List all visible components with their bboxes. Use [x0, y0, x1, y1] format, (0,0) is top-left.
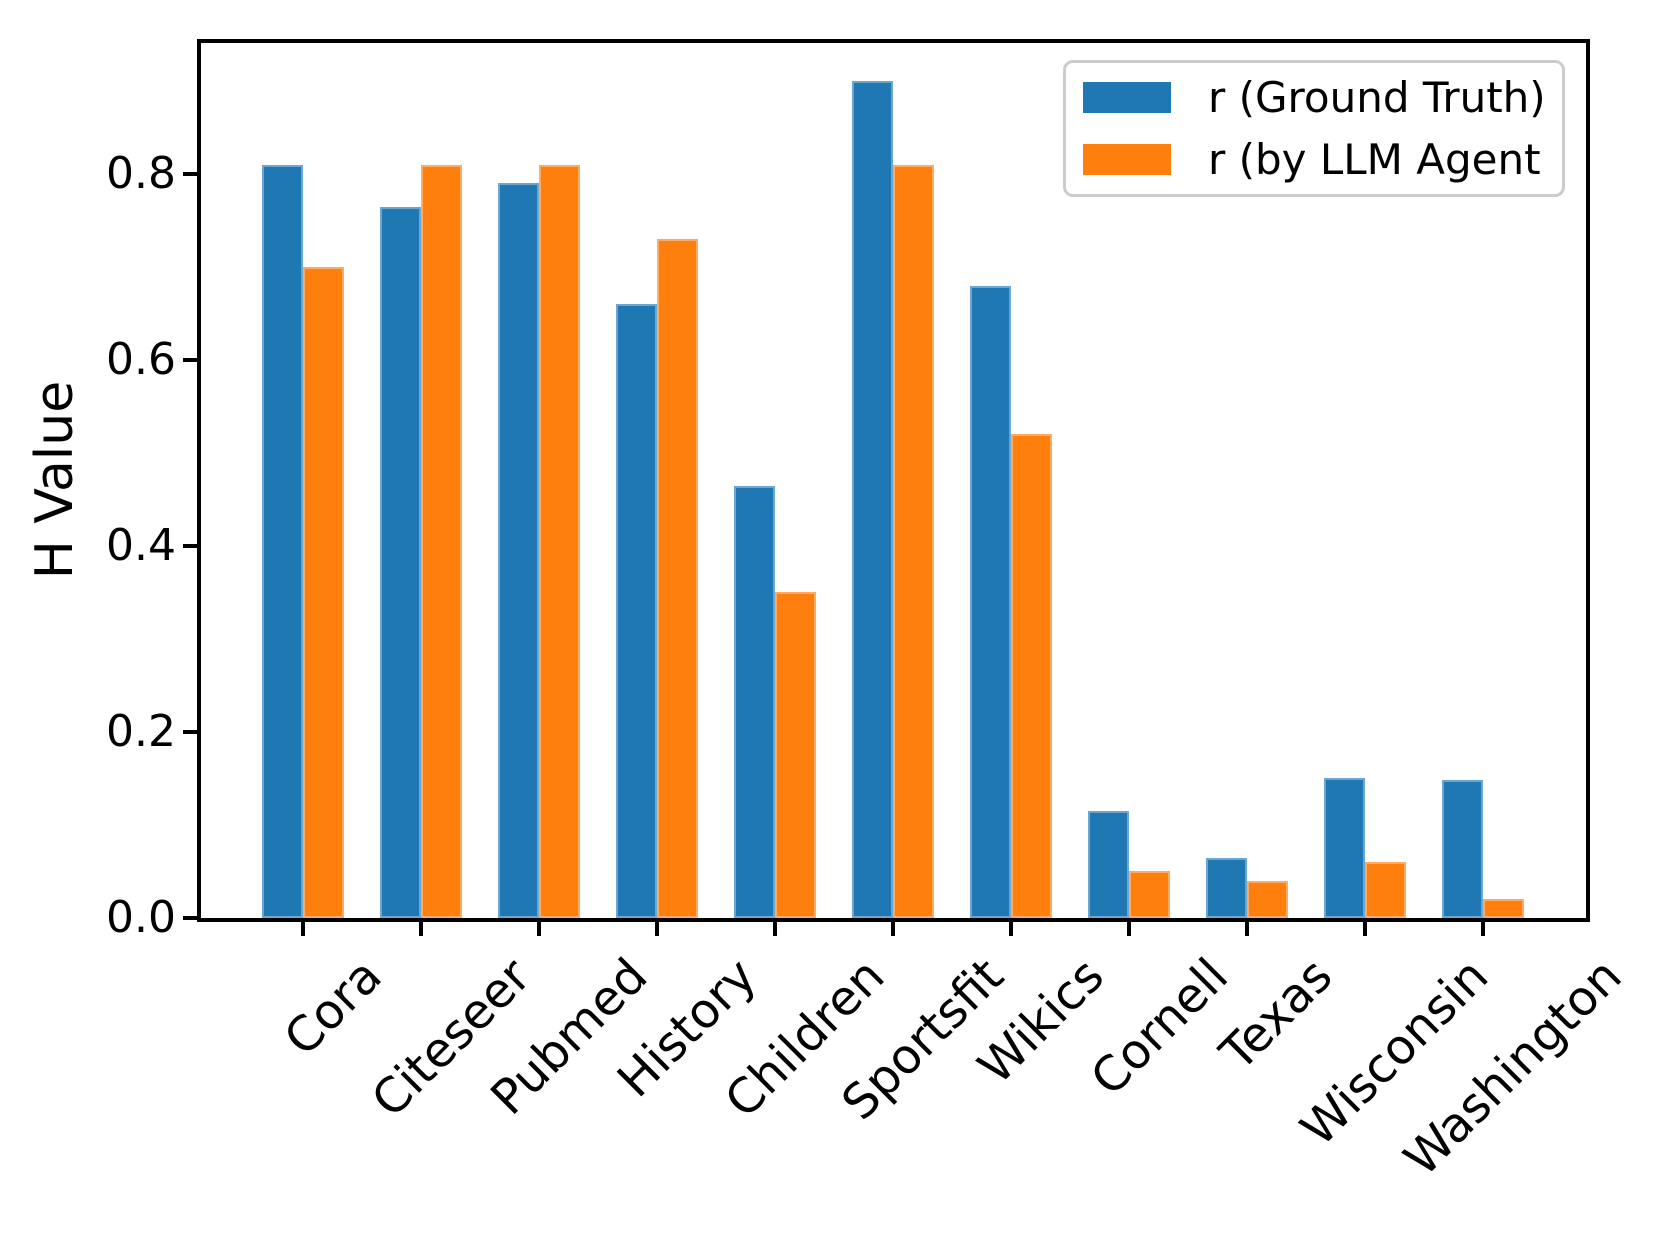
bar-by-llm-agent-texas: [1247, 881, 1288, 918]
bar-ground-truth-wikics: [970, 286, 1011, 918]
bar-ground-truth-citeseer: [380, 207, 421, 918]
y-tick-mark: [183, 357, 197, 362]
bar-by-llm-agent-cornell: [1129, 871, 1170, 918]
y-tick-mark: [183, 916, 197, 920]
y-tick-label: 0.4: [106, 519, 176, 571]
y-tick-mark: [183, 171, 197, 176]
bar-ground-truth-history: [616, 304, 657, 918]
y-tick-label: 0.6: [106, 333, 176, 385]
y-tick-label: 0.2: [106, 705, 176, 757]
bar-ground-truth-cora: [262, 165, 303, 918]
bar-by-llm-agent-wisconsin: [1365, 862, 1406, 918]
x-tick-mark: [1245, 922, 1249, 936]
legend-label-llm-agent: r (by LLM Agent: [1208, 134, 1541, 184]
x-tick-mark: [419, 922, 423, 936]
bar-by-llm-agent-history: [657, 239, 698, 918]
x-tick-mark: [301, 922, 305, 936]
bar-ground-truth-sportsfit: [852, 81, 893, 918]
y-axis-title: H Value: [25, 380, 85, 580]
x-tick-mark: [891, 922, 895, 936]
x-tick-mark: [537, 922, 541, 936]
y-tick-mark: [183, 729, 197, 734]
bar-ground-truth-children: [734, 486, 775, 918]
x-tick-label-texas: Texas: [1210, 947, 1344, 1082]
bar-ground-truth-wisconsin: [1324, 778, 1365, 918]
y-tick-label: 0.8: [106, 147, 176, 199]
legend: r (Ground Truth) r (by LLM Agent: [1063, 60, 1565, 197]
bar-by-llm-agent-cora: [303, 267, 344, 918]
x-tick-mark: [1009, 922, 1013, 936]
bar-ground-truth-pubmed: [498, 183, 539, 918]
x-tick-mark: [1127, 922, 1131, 936]
bar-by-llm-agent-pubmed: [539, 165, 580, 918]
legend-item-llm-agent: r (by LLM Agent: [1083, 134, 1544, 186]
legend-item-ground-truth: r (Ground Truth): [1083, 72, 1546, 124]
y-tick-mark: [183, 543, 197, 548]
x-tick-mark: [1481, 922, 1485, 936]
x-tick-mark: [655, 922, 659, 936]
legend-swatch-llm-agent: [1083, 144, 1171, 175]
bar-by-llm-agent-children: [775, 592, 816, 918]
bar-by-llm-agent-sportsfit: [893, 165, 934, 918]
bar-ground-truth-cornell: [1088, 811, 1129, 918]
legend-swatch-ground-truth: [1083, 82, 1171, 113]
x-tick-label-cornell: Cornell: [1079, 947, 1239, 1107]
bar-ground-truth-washington: [1442, 780, 1483, 918]
bar-ground-truth-texas: [1206, 858, 1247, 918]
bar-by-llm-agent-washington: [1483, 899, 1524, 918]
bar-by-llm-agent-citeseer: [421, 165, 462, 918]
bar-by-llm-agent-wikics: [1011, 434, 1052, 918]
x-tick-mark: [1363, 922, 1367, 936]
legend-label-ground-truth: r (Ground Truth): [1208, 72, 1546, 122]
x-tick-label-cora: Cora: [273, 947, 393, 1067]
y-tick-label: 0.0: [106, 892, 176, 943]
x-tick-mark: [773, 922, 777, 936]
